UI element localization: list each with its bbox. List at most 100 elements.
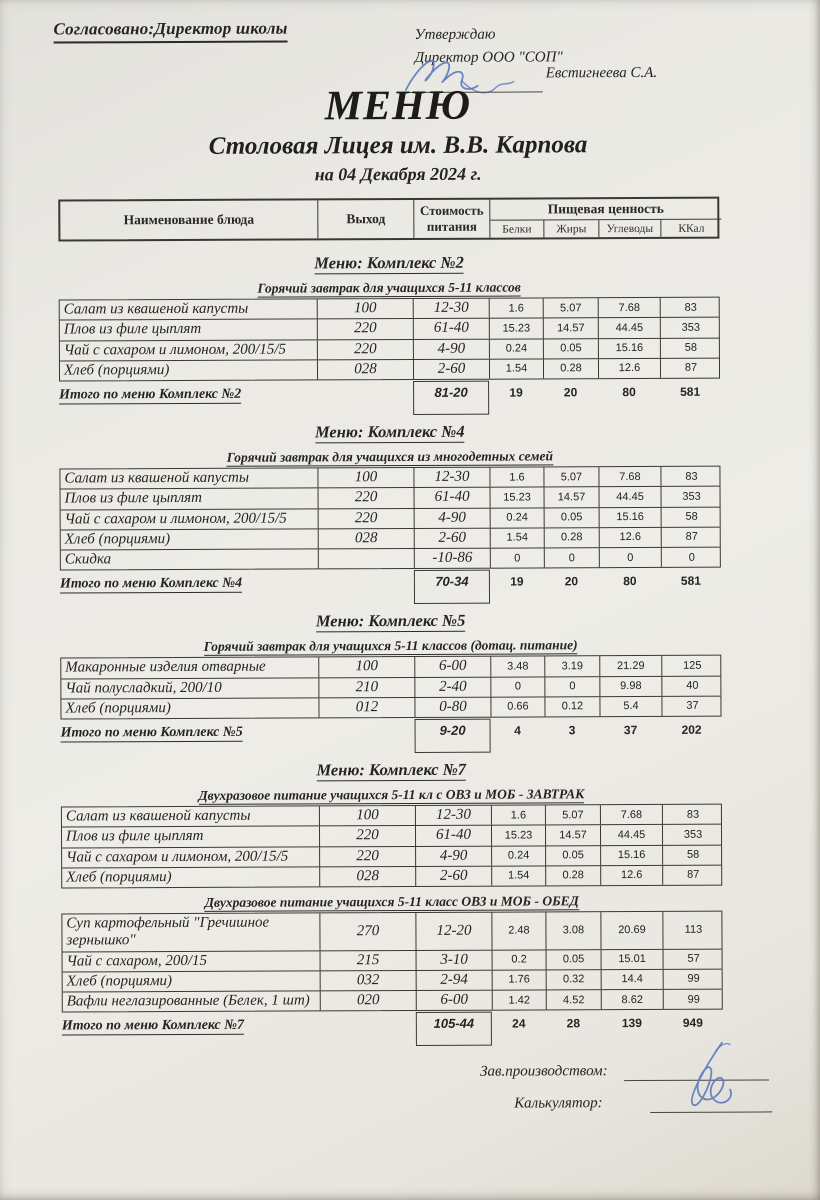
carbs-cell: 20.69 bbox=[601, 911, 664, 949]
col-header-cost: Стоимость питания bbox=[414, 199, 491, 238]
carbs-cell: 5.4 bbox=[600, 696, 663, 717]
total-fat: 20 bbox=[564, 574, 579, 589]
section-title: Меню: Комплекс №2 bbox=[58, 252, 719, 275]
section-title: Меню: Комплекс №5 bbox=[60, 610, 721, 633]
total-label: Итого по меню Комплекс №7 bbox=[61, 1015, 320, 1048]
carbs-cell: 15.16 bbox=[601, 845, 664, 865]
cost-cell: 2-60 bbox=[414, 528, 491, 548]
cost-cell: 4-90 bbox=[413, 339, 490, 359]
col-header-nutrition: Пищевая ценность bbox=[490, 198, 722, 221]
menu-section: Меню: Комплекс №5 Горячий завтрак для уча… bbox=[60, 610, 722, 753]
protein-cell: 0.66 bbox=[491, 697, 546, 717]
cost-cell: 12-30 bbox=[415, 805, 492, 826]
fat-cell: 0.28 bbox=[546, 865, 602, 886]
protein-cell: 1.76 bbox=[492, 970, 547, 990]
dish-name-cell: Хлеб (порциями) bbox=[61, 698, 320, 719]
output-cell: 012 bbox=[319, 697, 416, 718]
dish-name-cell: Чай с сахаром и лимоном, 200/15/5 bbox=[59, 339, 318, 361]
cost-cell: 12-30 bbox=[413, 298, 490, 319]
table-row: Плов из филе цыплят 220 61-40 15.23 14.57 44.… bbox=[60, 486, 720, 511]
fat-cell: 3.08 bbox=[546, 912, 602, 949]
columns-header-table: Наименование блюда Выход Стоимость питан… bbox=[58, 196, 722, 242]
table-row: Чай полусладкий, 200/10 210 2-40 0 0 9.98 40 bbox=[61, 676, 721, 700]
protein-cell: 2.48 bbox=[492, 912, 547, 950]
menu-section: Меню: Комплекс №4 Горячий завтрак для уча… bbox=[59, 421, 721, 605]
menu-sections: Меню: Комплекс №2 Горячий завтрак для уча… bbox=[58, 252, 723, 1047]
total-label-text: Итого по меню Комплекс №4 bbox=[59, 575, 243, 594]
cost-cell: 0-80 bbox=[415, 697, 492, 717]
group-subtitle: Горячий завтрак для учащихся из многодет… bbox=[59, 448, 720, 467]
document-title: МЕНЮ bbox=[324, 82, 472, 130]
menu-table: Суп картофельный "Гречишное зернышко" 270… bbox=[61, 910, 723, 1013]
protein-cell: 15.23 bbox=[490, 487, 545, 508]
cost-cell: 61-40 bbox=[413, 318, 490, 339]
carbs-cell: 0 bbox=[599, 547, 662, 568]
dish-name-cell: Макаронные изделия отварные bbox=[61, 657, 320, 679]
protein-cell: 1.54 bbox=[489, 359, 545, 379]
fat-cell: 0 bbox=[544, 548, 600, 568]
document-date: на 04 Декабря 2024 г. bbox=[314, 163, 482, 185]
dish-name-cell: Салат из квашеной капусты bbox=[59, 299, 318, 320]
protein-cell: 0.24 bbox=[489, 338, 544, 359]
section-title-text: Меню: Комплекс №2 bbox=[314, 252, 464, 275]
carbs-cell: 14.4 bbox=[601, 969, 664, 990]
nutrition-subheaders: Белки Жиры Углеводы ККал bbox=[490, 219, 721, 238]
output-cell: 100 bbox=[319, 805, 416, 826]
menu-table: Салат из квашеной капусты 100 12-30 1.6 5.07… bbox=[60, 803, 723, 889]
table-row: Салат из квашеной капусты 100 12-30 1.6 5.07… bbox=[61, 804, 721, 828]
total-fat: 3 bbox=[568, 723, 576, 738]
col-header-kcal: ККал bbox=[678, 222, 705, 235]
fat-cell: 0.05 bbox=[544, 507, 600, 528]
fat-cell: 0 bbox=[545, 676, 601, 697]
col-header-dish-name: Наименование блюда bbox=[60, 200, 319, 240]
carbs-cell: 44.45 bbox=[598, 318, 661, 338]
output-cell: 270 bbox=[320, 912, 417, 950]
total-cost: 105-44 bbox=[415, 1011, 492, 1047]
section-title-text: Меню: Комплекс №7 bbox=[316, 759, 467, 782]
col-header-cost-line2: питания bbox=[426, 218, 477, 234]
total-kcal: 581 bbox=[680, 384, 701, 399]
section-total-row: Итого по меню Комплекс №2 81-20 19 20 80 581 bbox=[59, 380, 720, 415]
dish-name-cell: Салат из квашеной капусты bbox=[60, 468, 319, 489]
total-label-text: Итого по меню Комплекс №2 bbox=[59, 386, 242, 405]
col-header-protein: Белки bbox=[490, 220, 545, 238]
table-row: Чай с сахаром, 200/15 215 3-10 0.2 0.05 15.01… bbox=[62, 949, 722, 973]
dish-name-cell: Салат из квашеной капусты bbox=[61, 806, 320, 827]
protein-cell: 1.54 bbox=[490, 528, 545, 548]
cost-cell: 12-30 bbox=[414, 467, 491, 488]
kcal-cell: 37 bbox=[686, 700, 699, 713]
table-row: Вафли неглазированные (Белек, 1 шт) 020 6-… bbox=[62, 989, 722, 1012]
output-cell: 028 bbox=[318, 528, 415, 549]
cost-cell: 4-90 bbox=[414, 508, 491, 528]
total-protein: 19 bbox=[510, 574, 524, 589]
carbs-cell: 9.98 bbox=[600, 676, 663, 696]
cost-cell: 4-90 bbox=[416, 846, 493, 866]
kcal-cell: 58 bbox=[685, 510, 698, 523]
group-subtitle-text: Двухразовое питание учащихся 5-11 класс … bbox=[204, 893, 579, 912]
output-cell: 020 bbox=[320, 990, 417, 1011]
table-row: Хлеб (порциями) 028 2-60 1.54 0.28 12.6 87 bbox=[60, 527, 720, 551]
kcal-cell: 113 bbox=[684, 923, 703, 937]
total-kcal: 202 bbox=[681, 722, 702, 737]
total-label: Итого по меню Комплекс №5 bbox=[60, 721, 319, 754]
protein-cell: 1.6 bbox=[489, 298, 544, 318]
dish-name-cell: Скидка bbox=[60, 549, 319, 570]
cost-cell: 61-40 bbox=[415, 825, 493, 846]
group-subtitle: Горячий завтрак для учащихся 5-11 классо… bbox=[60, 637, 721, 657]
table-row: Хлеб (порциями) 028 2-60 1.54 0.28 12.6 87 bbox=[62, 865, 721, 888]
total-cost: 9-20 bbox=[414, 718, 491, 753]
fat-cell: 0.12 bbox=[545, 696, 601, 717]
protein-cell: 1.6 bbox=[490, 467, 545, 487]
dish-name-cell: Чай с сахаром и лимоном, 200/15/5 bbox=[62, 846, 321, 868]
carbs-cell: 15.01 bbox=[601, 949, 664, 969]
total-protein: 24 bbox=[512, 1016, 526, 1031]
protein-cell: 15.23 bbox=[491, 825, 547, 846]
group-subtitle: Двухразовое питание учащихся 5-11 класс … bbox=[61, 893, 722, 912]
fat-cell: 0.28 bbox=[543, 358, 600, 379]
total-label: Итого по меню Комплекс №4 bbox=[59, 573, 318, 606]
total-carbs: 37 bbox=[623, 723, 638, 738]
carbs-cell: 7.68 bbox=[598, 297, 661, 318]
table-row: Скидка -10-86 0 0 0 0 bbox=[60, 547, 720, 570]
kcal-cell: 0 bbox=[688, 551, 695, 564]
tables-area: Наименование блюда Выход Стоимость питан… bbox=[58, 196, 773, 1166]
